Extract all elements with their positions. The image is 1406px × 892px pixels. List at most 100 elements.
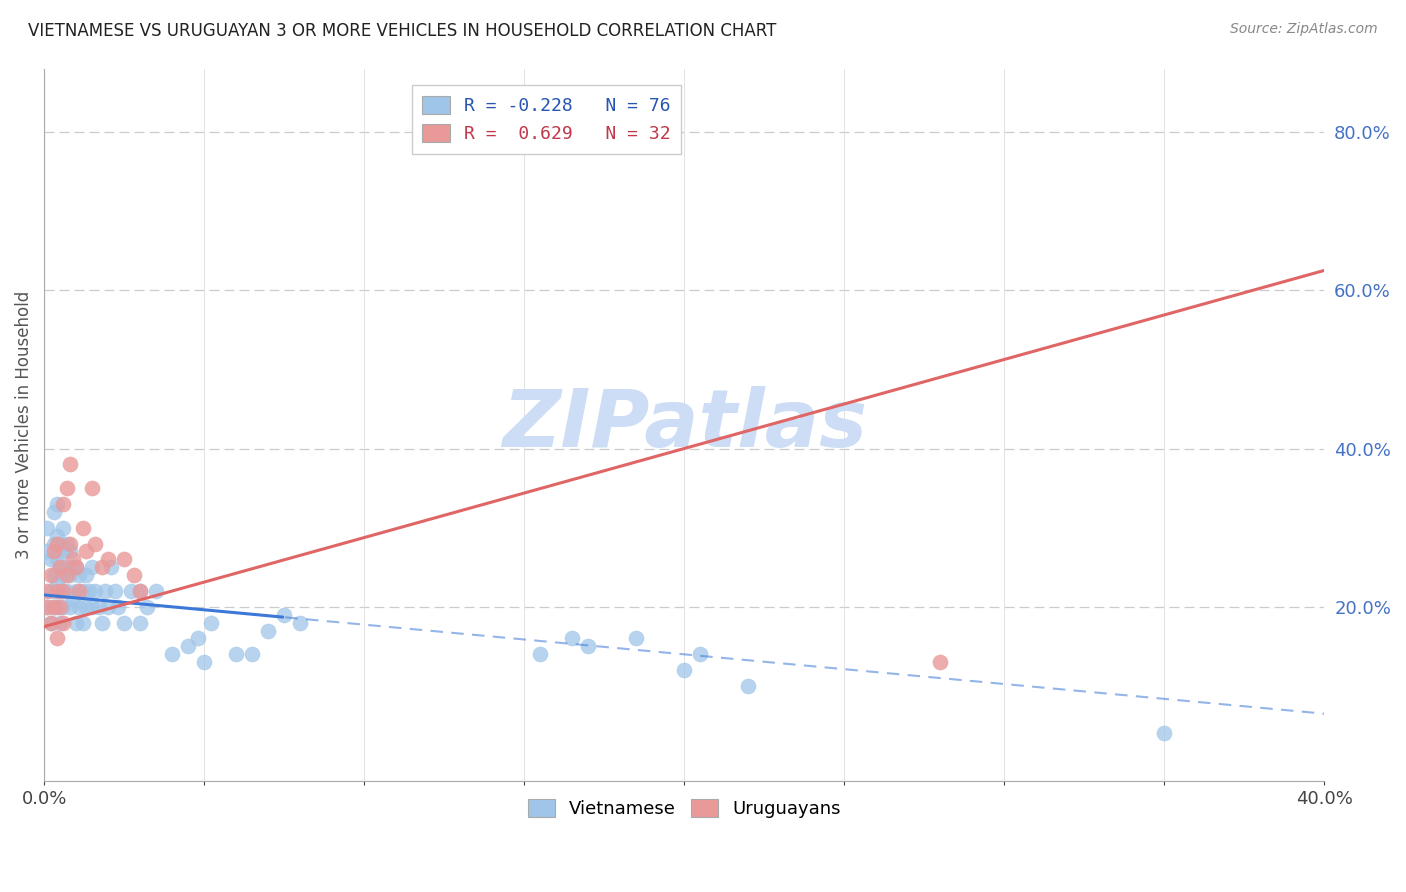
Point [55,536,77,550]
Point [65,560,87,574]
Point [87,599,110,614]
Point [39,615,62,630]
Point [67,599,90,614]
Point [129,584,152,599]
Point [42,544,65,558]
Text: VIETNAMESE VS URUGUAYAN 3 OR MORE VEHICLES IN HOUSEHOLD CORRELATION CHART: VIETNAMESE VS URUGUAYAN 3 OR MORE VEHICL… [28,22,776,40]
Point [65,584,87,599]
Point [37,544,59,558]
Point [626,632,648,646]
Point [112,615,135,630]
Point [65,615,87,630]
Point [177,640,200,654]
Point [82,481,104,495]
Point [135,599,157,614]
Point [75,599,97,614]
Point [240,648,263,662]
Point [107,599,129,614]
Point [45,576,67,591]
Point [65,560,87,574]
Point [200,615,222,630]
Point [45,632,67,646]
Point [49,560,72,574]
Point [39,552,62,566]
Point [37,584,59,599]
Point [103,584,125,599]
Text: Source: ZipAtlas.com: Source: ZipAtlas.com [1230,22,1378,37]
Point [82,560,104,574]
Point [737,679,759,693]
Point [42,568,65,582]
Point [55,568,77,582]
Point [160,648,183,662]
Point [37,599,59,614]
Point [62,552,84,566]
Point [42,536,65,550]
Point [1153,726,1175,740]
Point [288,615,311,630]
Point [97,552,120,566]
Point [72,521,94,535]
Point [75,544,97,558]
Legend: Vietnamese, Uruguayans: Vietnamese, Uruguayans [520,791,848,825]
Point [49,536,72,550]
Point [225,648,247,662]
Y-axis label: 3 or more Vehicles in Household: 3 or more Vehicles in Household [15,291,32,559]
Point [45,552,67,566]
Point [55,584,77,599]
Point [673,663,696,677]
Point [67,568,90,582]
Point [129,615,152,630]
Point [49,584,72,599]
Point [689,648,711,662]
Point [52,497,75,511]
Point [42,599,65,614]
Point [55,481,77,495]
Point [84,536,107,550]
Point [45,584,67,599]
Point [37,599,59,614]
Point [52,584,75,599]
Point [122,568,145,582]
Point [42,505,65,519]
Point [77,584,100,599]
Point [49,599,72,614]
Point [576,640,599,654]
Point [129,584,152,599]
Point [97,599,120,614]
Point [55,560,77,574]
Point [100,560,122,574]
Point [94,584,117,599]
Point [59,568,82,582]
Point [39,568,62,582]
Point [59,544,82,558]
Point [929,655,952,669]
Point [529,648,551,662]
Point [59,599,82,614]
Point [49,584,72,599]
Point [90,615,112,630]
Point [49,615,72,630]
Point [84,584,107,599]
Point [72,615,94,630]
Point [193,655,215,669]
Point [52,544,75,558]
Point [62,591,84,606]
Point [45,536,67,550]
Point [626,125,648,139]
Point [45,497,67,511]
Point [273,607,295,622]
Point [145,584,167,599]
Point [187,632,209,646]
Point [112,552,135,566]
Point [62,560,84,574]
Point [82,599,104,614]
Text: ZIPatlas: ZIPatlas [502,385,866,464]
Point [59,458,82,472]
Point [257,624,280,638]
Point [59,536,82,550]
Point [37,521,59,535]
Point [45,528,67,542]
Point [75,568,97,582]
Point [52,568,75,582]
